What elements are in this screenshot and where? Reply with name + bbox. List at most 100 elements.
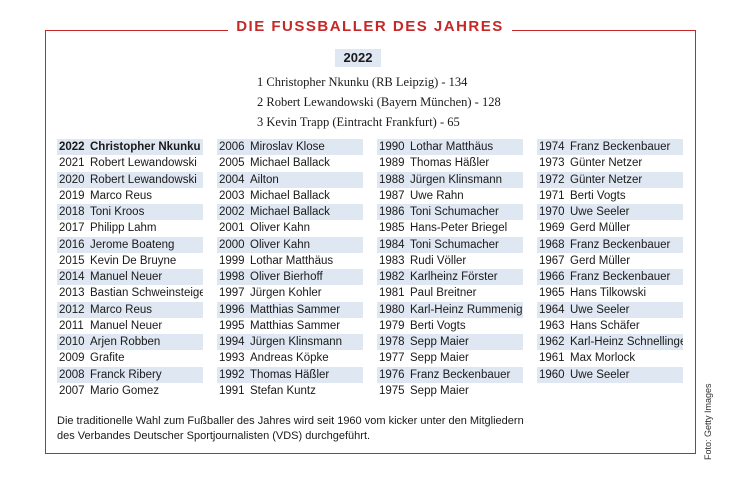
winner-year: 1980 xyxy=(379,303,405,316)
winner-row: 1975 Sepp Maier xyxy=(377,383,523,399)
winner-row: 2020 Robert Lewandowski xyxy=(57,171,203,188)
winner-year: 2013 xyxy=(59,287,85,300)
winner-row: 1972 Günter Netzer xyxy=(537,171,683,188)
winner-year: 1965 xyxy=(539,287,565,300)
winner-name: Mario Gomez xyxy=(90,384,160,397)
winner-row: 1997 Jürgen Kohler xyxy=(217,285,363,301)
winner-row: 2016 Jerome Boateng xyxy=(57,236,203,253)
winner-name: Miroslav Klose xyxy=(250,141,325,153)
page-title-text: DIE FUSSBALLER DES JAHRES xyxy=(228,18,512,35)
winner-year: 1978 xyxy=(379,336,405,348)
winner-year: 1999 xyxy=(219,254,245,267)
winner-year: 2006 xyxy=(219,141,245,153)
winner-row: 1963 Hans Schäfer xyxy=(537,318,683,334)
winner-year: 2014 xyxy=(59,271,85,283)
winner-row: 1986 Toni Schumacher xyxy=(377,204,523,221)
winner-name: Manuel Neuer xyxy=(90,271,163,283)
winners-column-1: 2022 Christopher Nkunku 2021 Robert Lewando… xyxy=(57,139,203,399)
winner-year: 2001 xyxy=(219,222,245,235)
winner-row: 1983 Rudi Völler xyxy=(377,253,523,269)
winner-name: Sepp Maier xyxy=(410,352,469,365)
winner-name: Ailton xyxy=(250,173,279,186)
winner-name: Franz Beckenbauer xyxy=(570,238,671,251)
winner-year: 1982 xyxy=(379,271,405,283)
winner-year: 2008 xyxy=(59,368,85,381)
winner-year: 1996 xyxy=(219,303,245,316)
winner-name: Franz Beckenbauer xyxy=(570,271,671,283)
winner-row: 2003 Michael Ballack xyxy=(217,188,363,204)
winner-year: 2021 xyxy=(59,157,85,170)
winner-name: Toni Schumacher xyxy=(410,238,499,251)
winner-row: 1993 Andreas Köpke xyxy=(217,350,363,366)
winner-row: 2015 Kevin De Bruyne xyxy=(57,253,203,269)
winner-row: 2002 Michael Ballack xyxy=(217,204,363,221)
winner-name: Lothar Matthäus xyxy=(250,254,334,267)
winner-name: Michael Ballack xyxy=(250,189,330,202)
winner-row: 1967 Gerd Müller xyxy=(537,253,683,269)
winner-name: Thomas Häßler xyxy=(410,157,490,170)
winner-row: 1970 Uwe Seeler xyxy=(537,204,683,221)
winner-row: 1979 Berti Vogts xyxy=(377,318,523,334)
winner-row: 2012 Marco Reus xyxy=(57,301,203,318)
winner-name: Sepp Maier xyxy=(410,336,469,348)
winner-name: Oliver Kahn xyxy=(250,238,311,251)
winner-row: 1978 Sepp Maier xyxy=(377,334,523,351)
winner-name: Uwe Rahn xyxy=(410,189,464,202)
winner-row: 2017 Philipp Lahm xyxy=(57,220,203,236)
winner-year: 2015 xyxy=(59,254,85,267)
winner-row: 1988 Jürgen Klinsmann xyxy=(377,171,523,188)
winner-year: 1992 xyxy=(219,368,245,381)
winner-row: 2009 Grafite xyxy=(57,350,203,366)
winner-name: Christopher Nkunku xyxy=(90,141,201,153)
footnote-line-1: Die traditionelle Wahl zum Fußballer des… xyxy=(57,415,524,427)
winner-row: 1980 Karl-Heinz Rummenigge xyxy=(377,301,523,318)
winner-year: 1974 xyxy=(539,141,565,153)
winner-row: 2007 Mario Gomez xyxy=(57,383,203,399)
winner-row: 2021 Robert Lewandowski xyxy=(57,155,203,171)
podium-third: 3 Kevin Trapp (Eintracht Frankfurt) - 65 xyxy=(257,115,460,129)
photo-credit: Foto: Getty Images xyxy=(703,383,713,460)
winner-row: 1962 Karl-Heinz Schnellinger xyxy=(537,334,683,351)
winner-year: 2010 xyxy=(59,336,85,348)
winner-name: Jerome Boateng xyxy=(90,238,175,251)
winner-row: 1990 Lothar Matthäus xyxy=(377,139,523,156)
winner-row: 2010 Arjen Robben xyxy=(57,334,203,351)
winner-year: 1991 xyxy=(219,384,245,397)
winner-year: 1960 xyxy=(539,368,565,381)
winner-row: 1987 Uwe Rahn xyxy=(377,188,523,204)
winner-name: Michael Ballack xyxy=(250,206,330,218)
winner-row: 2019 Marco Reus xyxy=(57,188,203,204)
winner-year: 1963 xyxy=(539,319,565,332)
winner-row: 1968 Franz Beckenbauer xyxy=(537,236,683,253)
winner-name: Arjen Robben xyxy=(90,336,161,348)
winner-year: 1968 xyxy=(539,238,565,251)
winner-name: Oliver Bierhoff xyxy=(250,271,323,283)
winner-name: Karl-Heinz Schnellinger xyxy=(570,336,683,348)
winner-name: Andreas Köpke xyxy=(250,352,329,365)
winner-row: 1960 Uwe Seeler xyxy=(537,366,683,383)
winner-year: 1984 xyxy=(379,238,405,251)
winner-year: 1988 xyxy=(379,173,405,186)
winner-name: Gerd Müller xyxy=(570,254,631,267)
winner-year: 2016 xyxy=(59,238,85,251)
winner-row: 1989 Thomas Häßler xyxy=(377,155,523,171)
winner-year: 1983 xyxy=(379,254,405,267)
winner-row: 1977 Sepp Maier xyxy=(377,350,523,366)
winner-row: 2022 Christopher Nkunku xyxy=(57,139,203,156)
winner-row: 1966 Franz Beckenbauer xyxy=(537,269,683,286)
winner-name: Robert Lewandowski xyxy=(90,157,197,170)
winner-name: Max Morlock xyxy=(570,352,636,365)
winner-year: 1989 xyxy=(379,157,405,170)
winners-column-2: 2006 Miroslav Klose 2005 Michael Ballack 200… xyxy=(217,139,363,399)
winner-year: 1971 xyxy=(539,189,565,202)
current-year-badge: 2022 xyxy=(335,49,381,67)
footnote-line-2: des Verbandes Deutscher Sportjournaliste… xyxy=(57,430,371,442)
winner-row: 2006 Miroslav Klose xyxy=(217,139,363,156)
winner-row: 2013 Bastian Schweinsteiger xyxy=(57,285,203,301)
winner-name: Sepp Maier xyxy=(410,384,469,397)
winner-row: 1981 Paul Breitner xyxy=(377,285,523,301)
winner-year: 1997 xyxy=(219,287,245,300)
winner-name: Uwe Seeler xyxy=(570,368,630,381)
winner-name: Stefan Kuntz xyxy=(250,384,316,397)
winner-year: 2012 xyxy=(59,303,85,316)
